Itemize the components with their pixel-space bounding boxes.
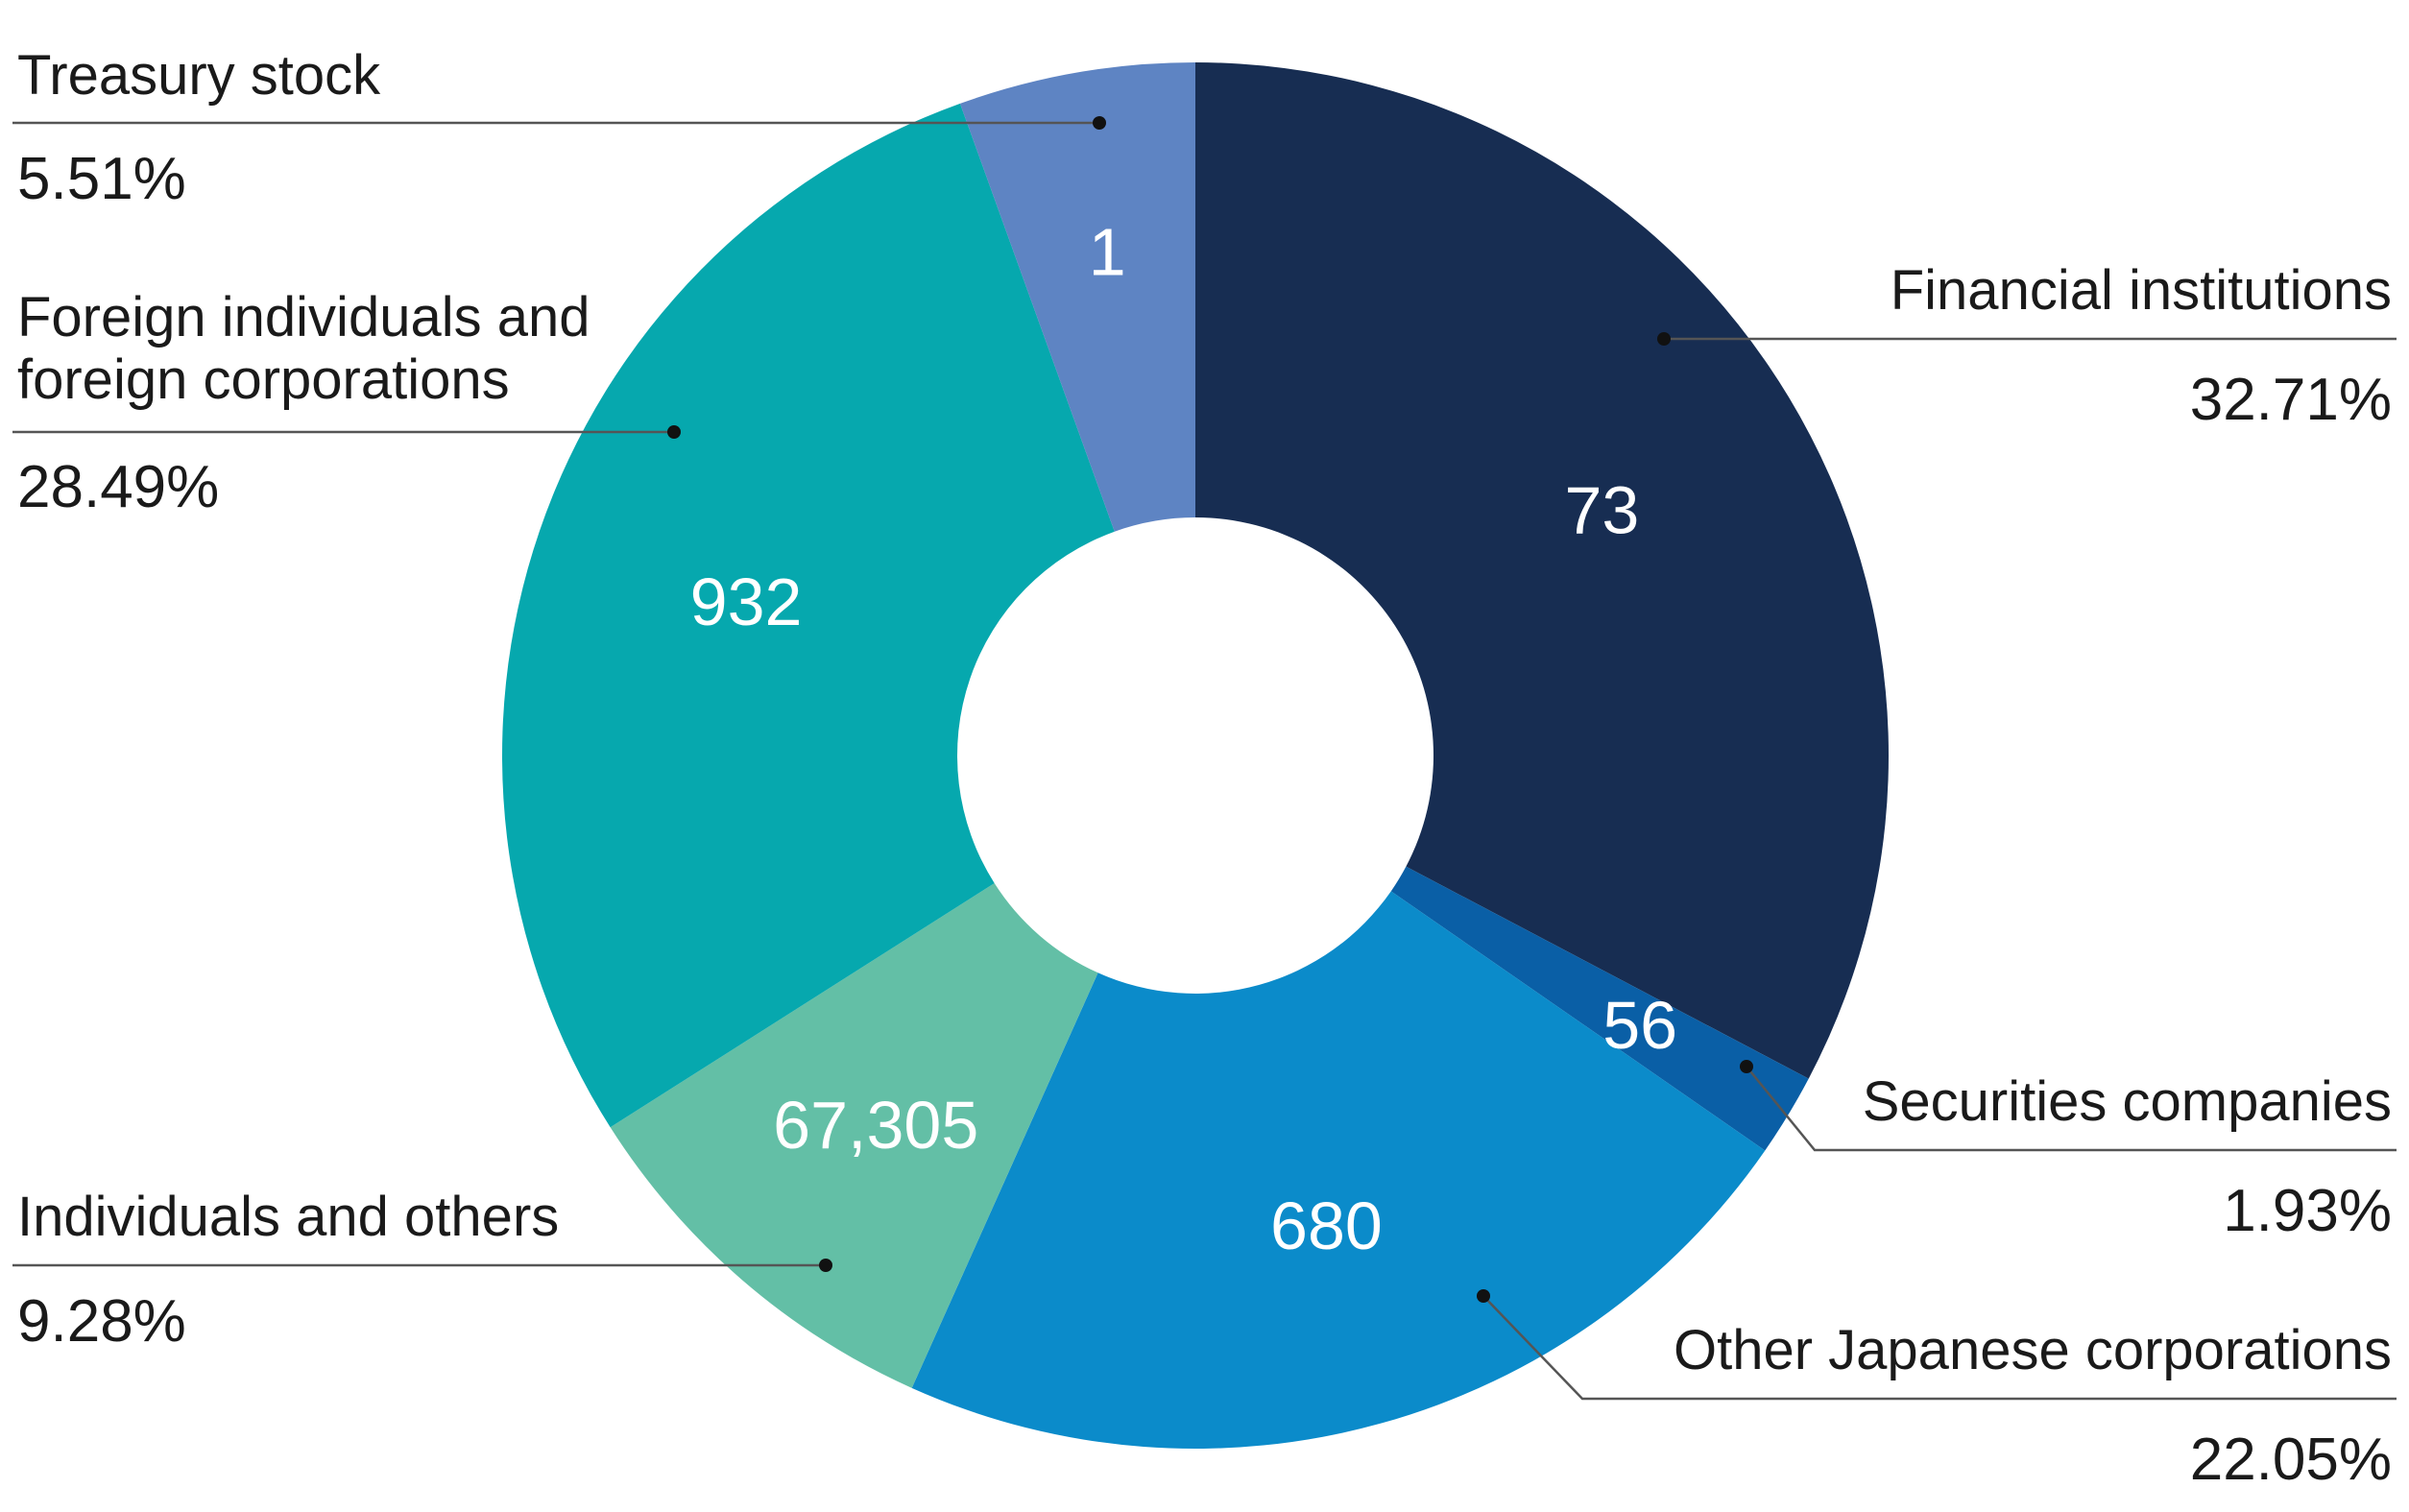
count-label: 680 xyxy=(1270,1188,1383,1263)
category-label-treasury: Treasury stock xyxy=(17,44,381,107)
category-label-foreign-line2: foreign corporations xyxy=(17,348,510,411)
category-label-individuals: Individuals and others xyxy=(17,1186,559,1248)
percent-label-foreign: 28.49% xyxy=(17,454,219,520)
callout-other-jp: Other Japanese corporations 22.05% xyxy=(1477,1289,2397,1493)
slice-foreign-individuals-and-foreign-corporations xyxy=(501,103,1115,1128)
leader-line xyxy=(1746,1066,2397,1152)
count-label: 67,305 xyxy=(773,1088,978,1163)
leader-dot xyxy=(819,1259,832,1272)
callout-treasury: Treasury stock 5.51% xyxy=(12,44,1106,212)
category-label-other-japanese: Other Japanese corporations xyxy=(1674,1319,2392,1381)
slice-individuals-and-others xyxy=(610,883,1098,1388)
category-label-foreign-line1: Foreign individuals and xyxy=(17,286,590,348)
callout-securities: Securities companies 1.93% xyxy=(1740,1060,2397,1244)
category-label-securities: Securities companies xyxy=(1863,1070,2392,1133)
percent-label-financial: 32.71% xyxy=(2190,367,2392,433)
leader-dot xyxy=(1657,332,1671,346)
percent-label-individuals: 9.28% xyxy=(17,1288,186,1355)
leader-dot xyxy=(1477,1289,1490,1303)
leader-line xyxy=(1482,1295,2397,1401)
category-label-financial: Financial institutions xyxy=(1891,259,2392,322)
slice-treasury-stock xyxy=(959,62,1195,532)
count-label: 1 xyxy=(1089,215,1126,290)
count-label: 73 xyxy=(1564,473,1639,548)
count-label: 56 xyxy=(1602,988,1677,1063)
percent-label-securities: 1.93% xyxy=(2223,1178,2392,1244)
percent-label-treasury: 5.51% xyxy=(17,146,186,212)
slice-other-japanese-corporations xyxy=(911,891,1766,1449)
leader-dot xyxy=(1093,116,1106,130)
callout-financial: Financial institutions 32.71% xyxy=(1657,259,2397,433)
counts-layer: 73 56 680 67,305 932 1 xyxy=(690,215,1677,1264)
callout-foreign: Foreign individuals and foreign corporat… xyxy=(12,286,681,520)
callout-individuals: Individuals and others 9.28% xyxy=(12,1186,832,1355)
slices-layer xyxy=(501,62,1889,1449)
slice-securities-companies xyxy=(1390,866,1809,1151)
leader-dot xyxy=(1740,1060,1753,1073)
percent-label-other-japanese: 22.05% xyxy=(2190,1427,2392,1493)
count-label: 932 xyxy=(690,564,803,639)
leader-dot xyxy=(667,425,681,439)
slice-financial-institutions xyxy=(1195,62,1889,1079)
